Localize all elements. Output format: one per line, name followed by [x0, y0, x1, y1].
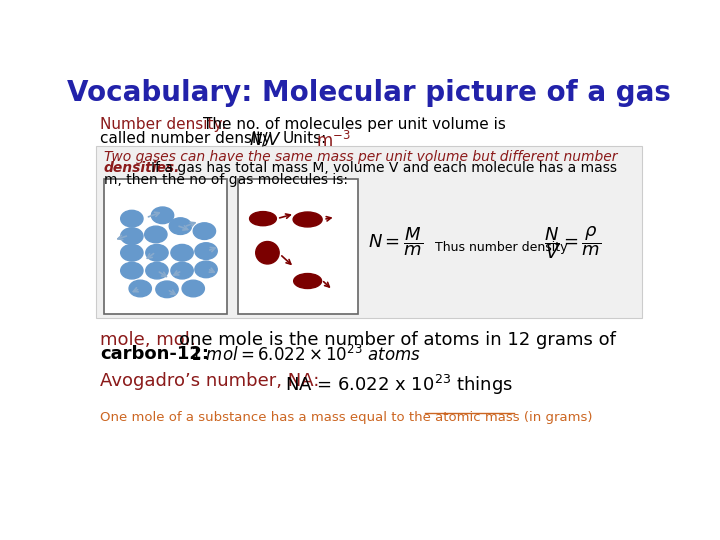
Text: Avogadro’s number, NA:: Avogadro’s number, NA: [100, 373, 320, 390]
Circle shape [169, 218, 192, 234]
Text: densities.: densities. [104, 161, 180, 176]
Text: m, then the no of gas molecules is:: m, then the no of gas molecules is: [104, 173, 348, 187]
Text: $1\ mol = 6.022 \times 10^{23}\ atoms$: $1\ mol = 6.022 \times 10^{23}\ atoms$ [190, 345, 421, 365]
Circle shape [145, 262, 168, 279]
Text: Thus number density: Thus number density [435, 241, 567, 254]
Text: If a gas has total mass M, volume V and each molecule has a mass: If a gas has total mass M, volume V and … [151, 161, 617, 176]
Text: Units:: Units: [282, 131, 327, 146]
Text: m$^{-3}$: m$^{-3}$ [316, 131, 351, 151]
Circle shape [195, 243, 217, 259]
FancyBboxPatch shape [104, 179, 227, 314]
Ellipse shape [256, 241, 279, 264]
Text: $N/V$: $N/V$ [249, 131, 282, 149]
Circle shape [129, 280, 151, 297]
Circle shape [121, 245, 143, 261]
Text: NA = 6.022 x 10$^{23}$ things: NA = 6.022 x 10$^{23}$ things [285, 373, 513, 396]
Circle shape [121, 262, 143, 279]
Text: carbon-12:: carbon-12: [100, 346, 209, 363]
Circle shape [182, 280, 204, 297]
Text: Vocabulary: Molecular picture of a gas: Vocabulary: Molecular picture of a gas [67, 79, 671, 107]
Circle shape [151, 207, 174, 224]
Text: one mole is the number of atoms in 12 grams of: one mole is the number of atoms in 12 gr… [179, 331, 616, 349]
Circle shape [195, 261, 217, 278]
Circle shape [193, 223, 215, 239]
Circle shape [145, 245, 168, 261]
Circle shape [156, 281, 178, 298]
Text: called number density: called number density [100, 131, 271, 146]
Text: $\dfrac{N}{V} = \dfrac{\rho}{m}$: $\dfrac{N}{V} = \dfrac{\rho}{m}$ [544, 225, 601, 261]
Ellipse shape [293, 212, 322, 227]
FancyBboxPatch shape [96, 146, 642, 319]
Text: Two gases can have the same mass per unit volume but different number: Two gases can have the same mass per uni… [104, 150, 618, 164]
Text: One mole of a substance has a mass equal to the atomic mass (in grams): One mole of a substance has a mass equal… [100, 411, 593, 424]
Circle shape [145, 226, 167, 243]
Circle shape [121, 228, 143, 245]
Text: The no. of molecules per unit volume is: The no. of molecules per unit volume is [203, 117, 505, 132]
Ellipse shape [250, 212, 276, 226]
Ellipse shape [294, 274, 322, 288]
Text: $N = \dfrac{M}{m}$: $N = \dfrac{M}{m}$ [368, 225, 423, 258]
FancyBboxPatch shape [238, 179, 358, 314]
Circle shape [171, 245, 193, 261]
Circle shape [171, 262, 193, 279]
Circle shape [121, 211, 143, 227]
Text: mole, mol:: mole, mol: [100, 331, 196, 349]
Text: Number density:: Number density: [100, 117, 227, 132]
